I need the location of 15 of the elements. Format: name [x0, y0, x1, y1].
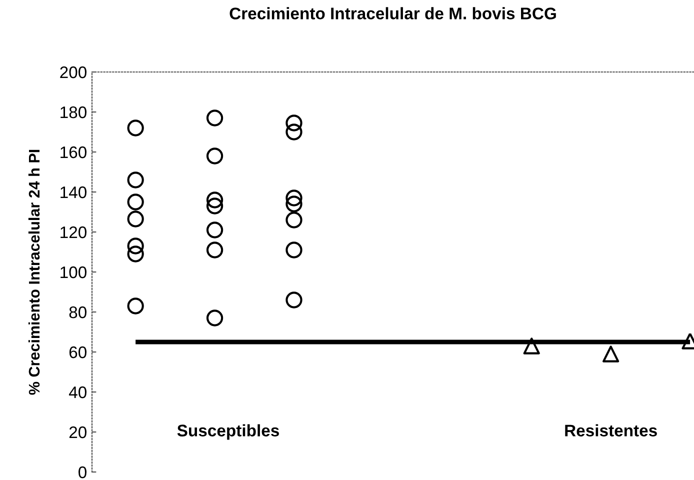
y-tick-label: 100 [60, 266, 86, 278]
annotation: Susceptibles [177, 424, 279, 440]
y-tick-label: 0 [78, 466, 86, 478]
chart-title: Crecimiento Intracelular de M. bovis BCG [230, 7, 556, 20]
annotation: Resistentes [565, 424, 657, 436]
y-tick-label: 180 [60, 106, 86, 118]
y-tick-label: 20 [69, 426, 86, 438]
y-tick-label: 40 [68, 386, 86, 398]
y-tick-label: 60 [69, 346, 86, 358]
y-tick-label: 80 [69, 306, 86, 318]
y-tick-label: 120 [60, 226, 86, 238]
y-tick-label: 160 [60, 146, 86, 158]
y-tick-label: 200 [60, 66, 86, 78]
y-axis-title: % Crecimiento Intracelular 24 h PI [28, 150, 40, 395]
y-tick-label: 140 [60, 186, 86, 198]
